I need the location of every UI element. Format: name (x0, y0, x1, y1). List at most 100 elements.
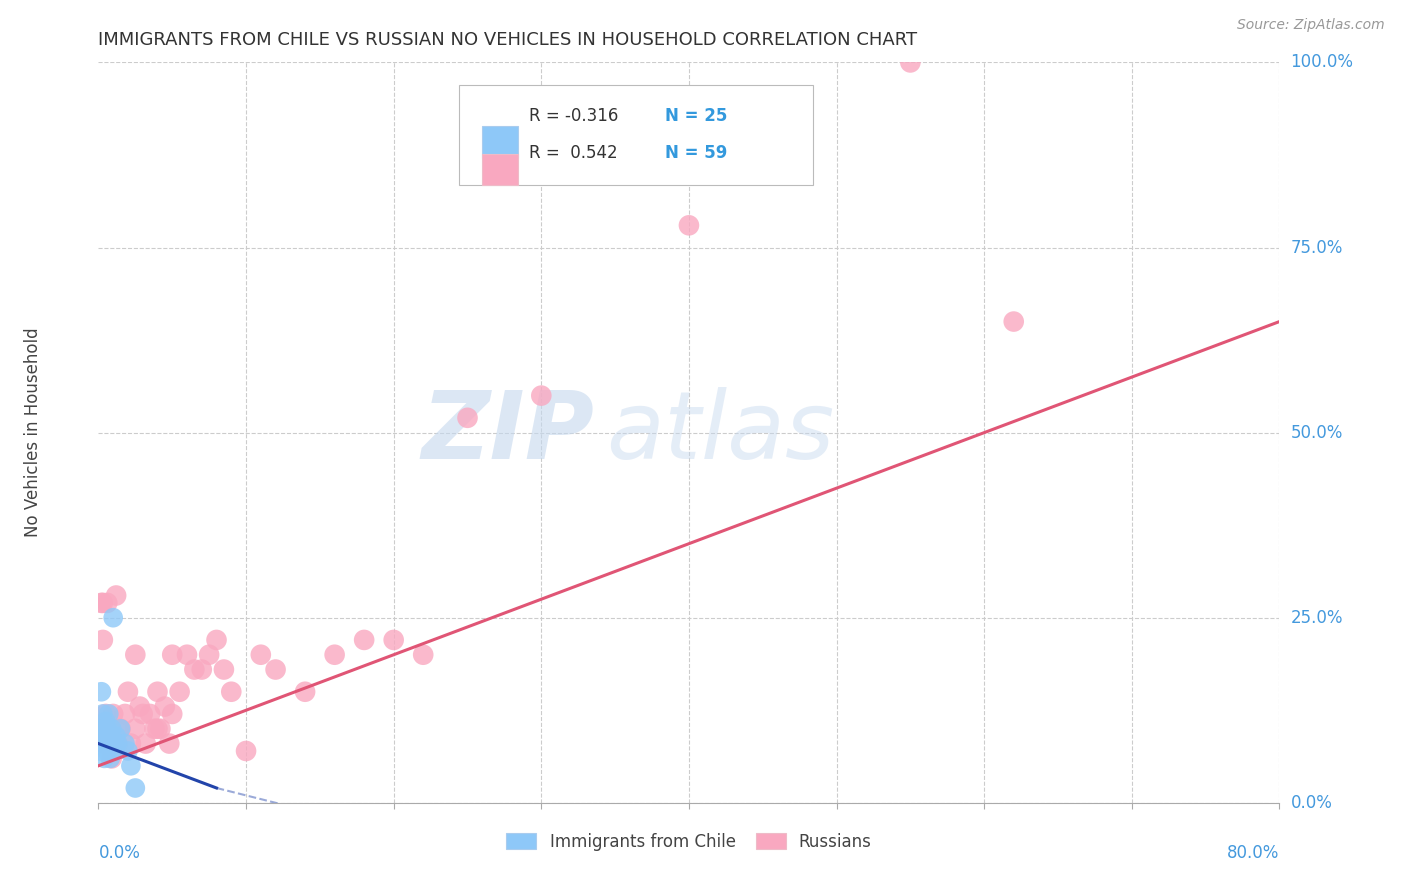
Point (96, 744, 118, 758)
Point (108, 722, 131, 736)
Text: 0.0%: 0.0% (1291, 794, 1333, 812)
Point (128, 699, 150, 714)
Point (153, 699, 176, 714)
FancyBboxPatch shape (482, 154, 517, 186)
Point (124, 648, 146, 662)
Point (120, 758, 142, 772)
Point (157, 737, 180, 751)
Text: 80.0%: 80.0% (1227, 844, 1279, 862)
Point (100, 751, 122, 765)
Point (323, 648, 346, 662)
Point (98, 737, 121, 751)
Point (382, 632, 405, 647)
Point (89, 744, 111, 758)
Text: Source: ZipAtlas.com: Source: ZipAtlas.com (1237, 18, 1385, 32)
Point (97, 737, 120, 751)
Point (205, 632, 228, 647)
Point (90, 722, 112, 736)
Point (91, 722, 114, 736)
Point (530, 388, 553, 402)
Point (94, 737, 117, 751)
Point (132, 706, 155, 721)
Text: R = -0.316: R = -0.316 (530, 107, 619, 125)
Point (94, 714, 117, 729)
Point (135, 737, 157, 751)
Point (98, 722, 121, 736)
Point (191, 663, 214, 677)
Point (143, 722, 166, 736)
Point (96, 596, 118, 610)
Point (94, 706, 117, 721)
Text: No Vehicles in Household: No Vehicles in Household (24, 327, 42, 538)
Point (103, 706, 125, 721)
Legend: Immigrants from Chile, Russians: Immigrants from Chile, Russians (499, 826, 879, 857)
Point (114, 706, 136, 721)
Text: ZIP: ZIP (422, 386, 595, 479)
Point (96, 722, 118, 736)
Point (110, 722, 132, 736)
Point (235, 744, 257, 758)
Point (117, 685, 139, 699)
Point (91, 632, 114, 647)
Text: 25.0%: 25.0% (1291, 608, 1343, 627)
Point (124, 722, 146, 736)
Text: atlas: atlas (606, 387, 835, 478)
Point (93, 729, 115, 743)
Point (97, 706, 120, 721)
Point (93, 737, 115, 751)
Text: N = 59: N = 59 (665, 145, 728, 162)
Point (93, 751, 115, 765)
Text: N = 25: N = 25 (665, 107, 728, 125)
Point (139, 706, 162, 721)
Point (457, 410, 479, 425)
Point (198, 648, 221, 662)
Point (212, 663, 235, 677)
Point (89, 722, 111, 736)
Point (146, 722, 169, 736)
Point (100, 722, 122, 736)
Point (105, 729, 128, 743)
Point (90, 685, 112, 699)
Point (103, 610, 125, 624)
Point (1002, 314, 1025, 328)
Point (107, 737, 129, 751)
Point (146, 685, 169, 699)
Point (104, 737, 127, 751)
Point (412, 648, 434, 662)
Point (124, 780, 146, 795)
Point (104, 744, 127, 758)
Point (107, 737, 129, 751)
Point (678, 219, 700, 233)
Text: IMMIGRANTS FROM CHILE VS RUSSIAN NO VEHICLES IN HOUSEHOLD CORRELATION CHART: IMMIGRANTS FROM CHILE VS RUSSIAN NO VEHI… (98, 31, 918, 49)
Point (93, 722, 115, 736)
Point (149, 722, 172, 736)
Point (183, 663, 205, 677)
Point (169, 685, 191, 699)
Point (90, 737, 112, 751)
Point (117, 744, 139, 758)
FancyBboxPatch shape (482, 127, 517, 158)
Point (90, 596, 112, 610)
Text: 75.0%: 75.0% (1291, 238, 1343, 257)
Point (110, 722, 132, 736)
Text: 100.0%: 100.0% (1291, 54, 1354, 71)
Point (103, 737, 125, 751)
Text: 0.0%: 0.0% (98, 844, 141, 862)
FancyBboxPatch shape (458, 85, 813, 185)
Text: 50.0%: 50.0% (1291, 424, 1343, 442)
Point (162, 648, 183, 662)
Text: R =  0.542: R = 0.542 (530, 145, 619, 162)
Point (94, 737, 117, 751)
Point (98, 751, 121, 765)
Point (353, 632, 375, 647)
Point (221, 685, 243, 699)
Point (176, 648, 198, 662)
Point (91, 596, 114, 610)
Point (120, 737, 142, 751)
Point (91, 706, 114, 721)
Point (250, 648, 273, 662)
Point (900, 55, 922, 70)
Point (264, 663, 287, 677)
Point (97, 729, 120, 743)
Point (162, 706, 183, 721)
